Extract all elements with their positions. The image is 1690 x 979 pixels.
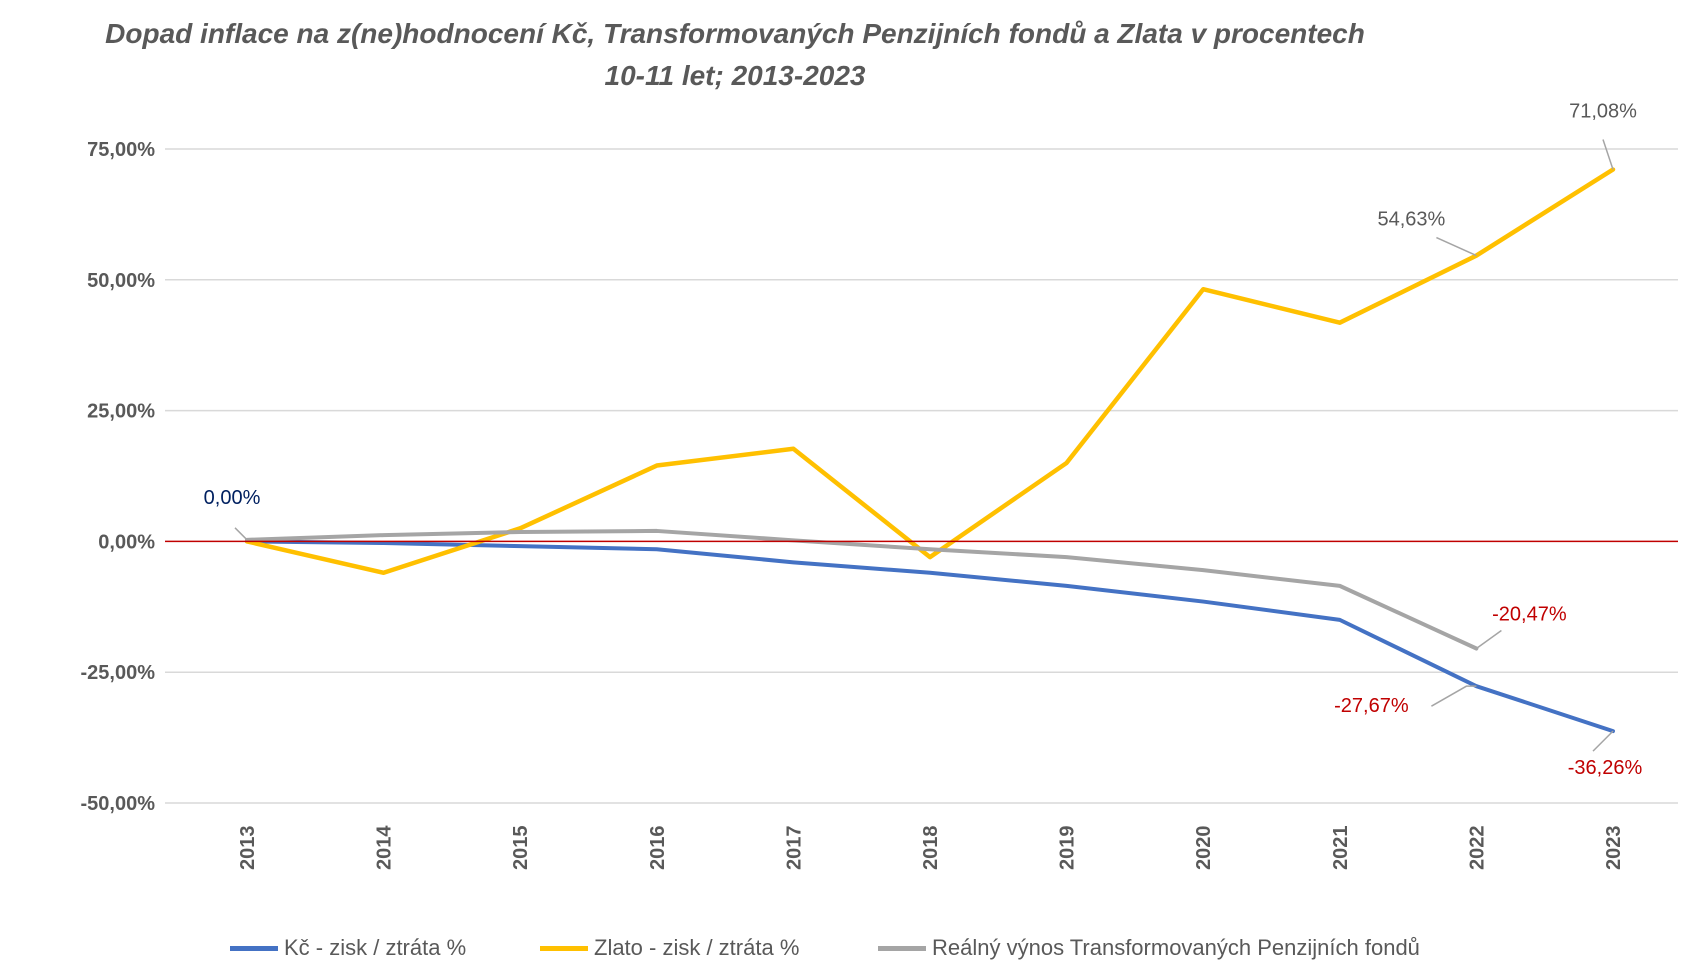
legend-item-kc: Kč - zisk / ztráta % — [230, 935, 466, 961]
legend-item-zlato: Zlato - zisk / ztráta % — [540, 935, 799, 961]
x-tick-label: 2016 — [647, 826, 669, 871]
chart-title: Dopad inflace na z(ne)hodnocení Kč, Tran… — [105, 18, 1365, 49]
annotation-leader — [234, 527, 248, 541]
y-tick-label: -50,00% — [81, 793, 156, 815]
y-tick-label: 50,00% — [87, 270, 155, 292]
data-label: -36,26% — [1568, 757, 1643, 779]
legend-label-zlato: Zlato - zisk / ztráta % — [594, 935, 800, 960]
x-tick-label: 2015 — [510, 826, 532, 871]
x-tick-label: 2018 — [920, 826, 942, 871]
y-tick-label: 25,00% — [87, 401, 155, 423]
x-tick-label: 2023 — [1603, 826, 1625, 871]
data-label: -27,67% — [1334, 695, 1409, 717]
legend-swatch-kc — [230, 945, 278, 951]
x-tick-label: 2014 — [374, 825, 396, 870]
chart-subtitle: 10-11 let; 2013-2023 — [604, 60, 866, 91]
legend: Kč - zisk / ztráta % Zlato - zisk / ztrá… — [0, 935, 1690, 965]
annotation-leader — [1436, 236, 1477, 257]
annotation-leader — [1592, 730, 1614, 752]
annotation-leader — [1431, 685, 1477, 707]
x-tick-label: 2019 — [1057, 826, 1079, 871]
annotation-leader — [1602, 139, 1614, 170]
x-tick-label: 2020 — [1193, 826, 1215, 871]
y-tick-label: -25,00% — [81, 662, 156, 684]
legend-swatch-penzijni — [878, 945, 926, 951]
x-tick-label: 2013 — [237, 826, 259, 871]
legend-swatch-zlato — [540, 945, 588, 951]
legend-item-penzijni: Reálný výnos Transformovaných Penzijních… — [878, 935, 1420, 961]
data-label: -20,47% — [1492, 603, 1567, 625]
series-line — [244, 167, 1616, 576]
x-tick-label: 2022 — [1466, 826, 1488, 871]
annotation-leader — [1475, 629, 1502, 650]
y-tick-label: 0,00% — [98, 531, 155, 553]
data-label: 54,63% — [1377, 209, 1445, 231]
legend-label-kc: Kč - zisk / ztráta % — [284, 935, 467, 960]
x-tick-label: 2017 — [783, 826, 805, 871]
y-tick-label: 75,00% — [87, 139, 155, 161]
data-label: 0,00% — [204, 487, 261, 509]
data-label: 71,08% — [1569, 101, 1637, 123]
x-tick-label: 2021 — [1330, 826, 1352, 871]
series-line — [245, 528, 1479, 651]
legend-label-penzijni: Reálný výnos Transformovaných Penzijních… — [932, 935, 1420, 960]
